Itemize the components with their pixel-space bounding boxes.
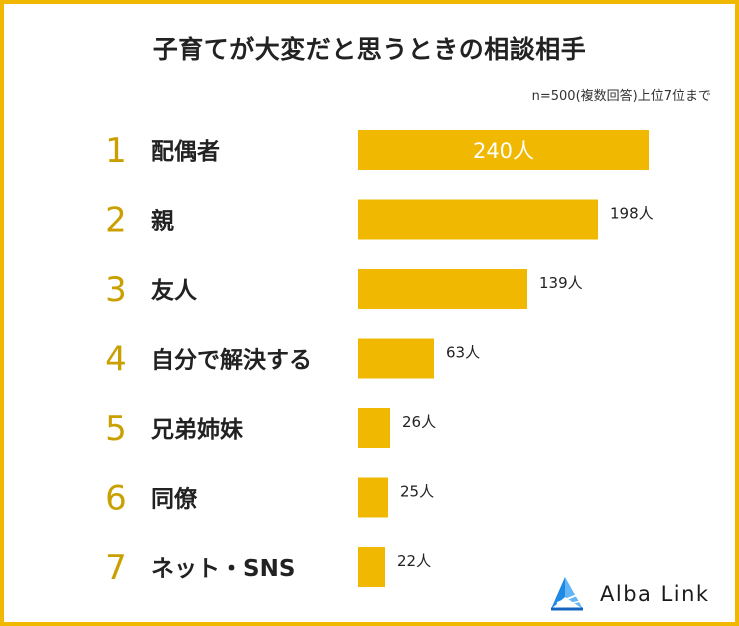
category-label: 配偶者 bbox=[151, 139, 220, 165]
category-label: ネット・SNS bbox=[151, 556, 295, 582]
alba-link-logo-text: Alba Link bbox=[600, 582, 710, 606]
bar bbox=[358, 338, 434, 379]
chart-subtitle: n=500(複数回答)上位7位まで bbox=[531, 89, 711, 104]
category-label: 友人 bbox=[151, 278, 198, 304]
bar bbox=[358, 408, 390, 448]
alba-link-logo: Alba Link bbox=[547, 575, 722, 613]
bar bbox=[358, 130, 649, 170]
chart-title: 子育てが大変だと思うときの相談相手 bbox=[152, 35, 587, 64]
bar bbox=[358, 199, 598, 240]
value-label: 22人 bbox=[397, 552, 431, 570]
rank-number: 6 bbox=[105, 479, 127, 519]
rank-number: 7 bbox=[105, 548, 127, 588]
category-label: 親 bbox=[151, 209, 174, 235]
category-label: 自分で解決する bbox=[151, 347, 312, 374]
category-label: 同僚 bbox=[151, 486, 198, 513]
value-label: 63人 bbox=[446, 344, 480, 362]
rank-number: 2 bbox=[105, 201, 127, 241]
value-label: 240人 bbox=[473, 139, 534, 163]
value-label: 25人 bbox=[400, 483, 434, 501]
rank-number: 5 bbox=[105, 409, 127, 449]
bar bbox=[358, 269, 527, 309]
rank-number: 1 bbox=[105, 131, 127, 171]
category-label: 兄弟姉妹 bbox=[150, 416, 243, 443]
rank-number: 4 bbox=[105, 340, 127, 380]
alba-link-logo-icon bbox=[551, 577, 583, 611]
value-label: 198人 bbox=[610, 205, 654, 223]
bar bbox=[358, 547, 385, 587]
bar bbox=[358, 477, 388, 518]
value-label: 139人 bbox=[539, 274, 583, 292]
value-label: 26人 bbox=[402, 413, 436, 431]
rank-number: 3 bbox=[105, 270, 127, 310]
